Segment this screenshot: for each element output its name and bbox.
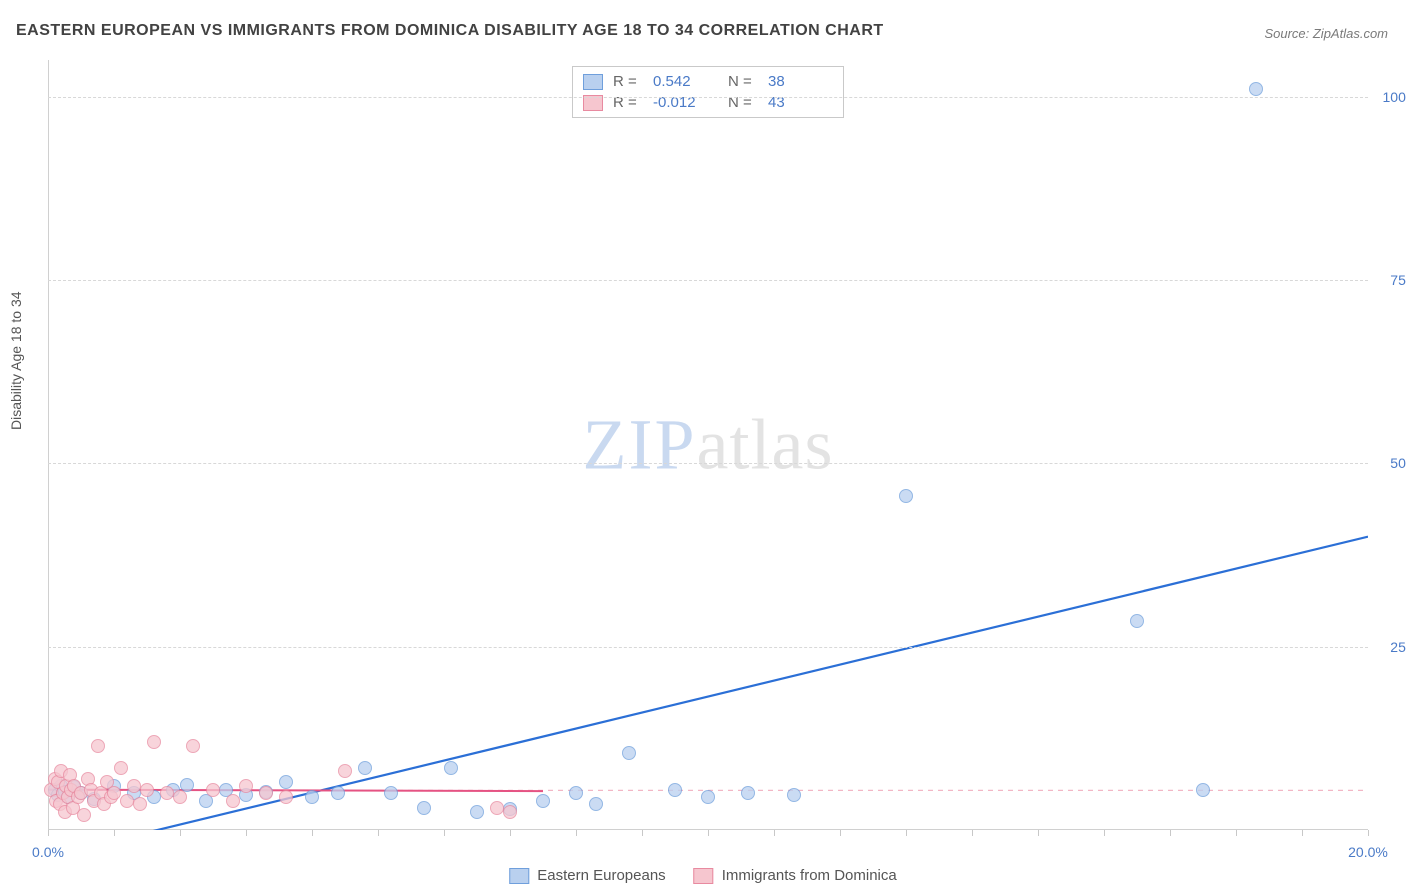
stats-row: R = 0.542 N = 38 [583, 71, 833, 92]
data-point [239, 779, 253, 793]
y-axis-line [48, 60, 49, 830]
y-axis-label: Disability Age 18 to 34 [8, 291, 24, 430]
legend-label: Eastern Europeans [537, 867, 665, 884]
x-tick-mark [180, 830, 181, 836]
data-point [444, 761, 458, 775]
x-tick-mark [1302, 830, 1303, 836]
trend-lines-layer [48, 60, 1368, 830]
legend-item: Eastern Europeans [509, 867, 665, 884]
x-tick-mark [1368, 830, 1369, 836]
data-point [338, 764, 352, 778]
grid-line-horizontal [48, 280, 1368, 281]
source-attribution: Source: ZipAtlas.com [1264, 26, 1388, 41]
data-point [1130, 614, 1144, 628]
data-point [279, 790, 293, 804]
x-tick-mark [1038, 830, 1039, 836]
stat-label-r: R = [613, 73, 643, 90]
data-point [133, 797, 147, 811]
x-tick-mark [972, 830, 973, 836]
legend-item: Immigrants from Dominica [694, 867, 897, 884]
stat-value-n: 38 [768, 73, 833, 90]
data-point [1196, 783, 1210, 797]
data-point [899, 489, 913, 503]
x-tick-mark [708, 830, 709, 836]
data-point [140, 783, 154, 797]
data-point [331, 786, 345, 800]
data-point [226, 794, 240, 808]
data-point [77, 808, 91, 822]
x-tick-mark [312, 830, 313, 836]
x-tick-mark [642, 830, 643, 836]
grid-line-horizontal [48, 97, 1368, 98]
data-point [259, 786, 273, 800]
data-point [589, 797, 603, 811]
data-point [1249, 82, 1263, 96]
x-tick-mark [576, 830, 577, 836]
data-point [787, 788, 801, 802]
trend-line [48, 790, 543, 791]
x-tick-mark [378, 830, 379, 836]
x-tick-mark [906, 830, 907, 836]
grid-line-horizontal [48, 647, 1368, 648]
data-point [107, 786, 121, 800]
legend-label: Immigrants from Dominica [722, 867, 897, 884]
data-point [668, 783, 682, 797]
data-point [470, 805, 484, 819]
y-tick-label: 75.0% [1390, 272, 1406, 288]
x-tick-mark [840, 830, 841, 836]
x-tick-mark [114, 830, 115, 836]
x-tick-mark [1104, 830, 1105, 836]
x-tick-label: 20.0% [1348, 844, 1388, 860]
stat-label-n: N = [728, 73, 758, 90]
data-point [417, 801, 431, 815]
data-point [701, 790, 715, 804]
data-point [536, 794, 550, 808]
x-tick-mark [48, 830, 49, 836]
x-tick-mark [774, 830, 775, 836]
data-point [206, 783, 220, 797]
data-point [127, 779, 141, 793]
series-legend: Eastern Europeans Immigrants from Dominic… [509, 867, 896, 884]
data-point [160, 786, 174, 800]
x-tick-mark [510, 830, 511, 836]
y-tick-label: 100.0% [1383, 89, 1406, 105]
x-tick-mark [1236, 830, 1237, 836]
data-point [173, 790, 187, 804]
scatter-plot: ZIPatlas R =0.542N =38R =-0.012N =43 25.… [48, 60, 1368, 830]
watermark-part1: ZIP [583, 405, 697, 485]
data-point [114, 761, 128, 775]
watermark-part2: atlas [697, 405, 834, 485]
data-point [147, 735, 161, 749]
data-point [186, 739, 200, 753]
data-point [91, 739, 105, 753]
y-tick-label: 50.0% [1390, 455, 1406, 471]
stats-legend: R = 0.542 N = 38 R =-0.012N =43 [572, 66, 844, 118]
grid-line-horizontal [48, 463, 1368, 464]
x-tick-mark [444, 830, 445, 836]
data-point [622, 746, 636, 760]
data-point [384, 786, 398, 800]
data-point [305, 790, 319, 804]
data-point [279, 775, 293, 789]
x-tick-label: 0.0% [32, 844, 64, 860]
legend-swatch [694, 868, 714, 884]
x-tick-mark [246, 830, 247, 836]
stat-value-r: 0.542 [653, 73, 718, 90]
data-point [120, 794, 134, 808]
data-point [569, 786, 583, 800]
legend-swatch [509, 868, 529, 884]
x-tick-mark [1170, 830, 1171, 836]
chart-title: EASTERN EUROPEAN VS IMMIGRANTS FROM DOMI… [16, 22, 884, 40]
data-point [741, 786, 755, 800]
stats-row: R =-0.012N =43 [583, 92, 833, 113]
data-point [358, 761, 372, 775]
data-point [490, 801, 504, 815]
y-tick-label: 25.0% [1390, 639, 1406, 655]
data-point [503, 805, 517, 819]
watermark: ZIPatlas [583, 404, 834, 487]
legend-swatch [583, 74, 603, 90]
